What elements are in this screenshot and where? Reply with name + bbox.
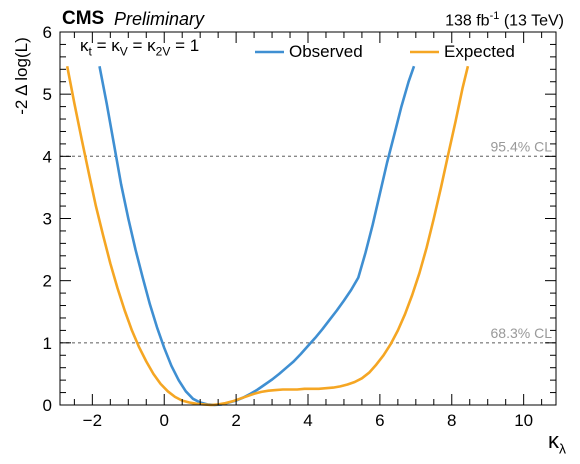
y-axis-label: -2 Δ log(L) xyxy=(12,37,31,115)
y-tick-label: 4 xyxy=(43,147,52,166)
status-label: Preliminary xyxy=(114,9,205,29)
x-axis-label: κλ xyxy=(548,428,566,456)
legend-observed-label: Observed xyxy=(289,42,363,61)
kappa-sub-2v: 2V xyxy=(155,44,171,59)
plot-frame xyxy=(59,31,557,406)
series-line-observed xyxy=(98,65,416,407)
luminosity-label: 138 fb-1 (13 TeV) xyxy=(445,10,564,30)
kappa-sub-t: t xyxy=(88,44,92,59)
experiment-label: CMS xyxy=(62,8,105,29)
y-tick-label: 1 xyxy=(43,334,52,353)
x-tick-label: 6 xyxy=(375,411,384,430)
x-axis-symbol: κ xyxy=(548,428,559,453)
kappa-symbol: κ xyxy=(80,36,89,55)
kappa-sub-v: V xyxy=(119,44,128,59)
x-tick-label: 8 xyxy=(447,411,456,430)
x-tick-label: 2 xyxy=(231,411,240,430)
y-tick-label: 3 xyxy=(43,210,52,229)
eq-kappa-v: = κ xyxy=(96,36,120,55)
x-tick-label: 10 xyxy=(514,411,533,430)
luminosity-value: 138 fb xyxy=(445,12,490,30)
x-tick-label: 0 xyxy=(159,411,168,430)
y-tick-label: 0 xyxy=(43,396,52,415)
eq-one: = 1 xyxy=(175,36,200,55)
y-tick-label: 2 xyxy=(43,272,52,291)
series-line-expected xyxy=(65,65,470,407)
cl-label-1: 68.3% CL xyxy=(491,325,553,341)
legend-expected-label: Expected xyxy=(444,42,515,61)
energy-value: (13 TeV) xyxy=(503,12,564,30)
x-tick-label: −2 xyxy=(83,411,102,430)
x-axis-subscript: λ xyxy=(559,440,566,457)
eq-kappa-2v: = κ xyxy=(132,36,156,55)
y-tick-label: 5 xyxy=(43,85,52,104)
cl-label-0: 95.4% CL xyxy=(491,138,553,154)
y-tick-label: 6 xyxy=(43,23,52,42)
coupling-assumption: κt = κV = κ2V = 1 xyxy=(80,36,199,58)
luminosity-exponent: -1 xyxy=(489,10,500,22)
x-tick-label: 4 xyxy=(303,411,312,430)
